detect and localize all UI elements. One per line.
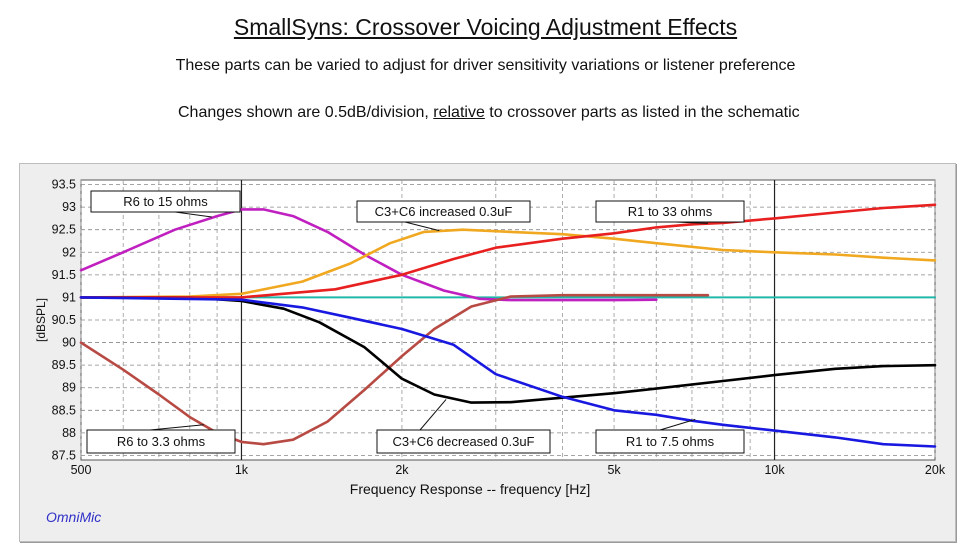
annotation-box [376,429,551,454]
annotation-label-R6_low: R6 to 3.3 ohms [117,434,206,449]
y-tick-label: 89 [62,381,76,395]
scale-note: Changes shown are 0.5dB/division, relati… [178,104,800,122]
annotation-leader [174,211,212,218]
series-line-R6_low [79,293,710,446]
scale-note-before: Changes shown are 0.5dB/division, [178,104,434,121]
annotation-box [90,190,241,213]
y-tick-label: 90.5 [52,313,76,327]
annotation-leader [149,424,204,431]
annotation-leader [659,418,696,431]
series-line-C_up [79,228,937,299]
series-line-R1_high [79,203,937,299]
x-tick-label: 500 [71,463,92,477]
y-tick-label: 90 [62,336,76,350]
annotation-leader [404,221,440,232]
scale-note-emphasis: relative [433,104,485,121]
x-tick-label: 20k [925,463,946,477]
x-tick-label: 2k [395,463,409,477]
annotation-box [595,200,745,223]
annotation-box [595,429,745,454]
y-tick-label: 92 [62,245,76,259]
series-line-C_down [79,296,937,404]
y-tick-label: 93.5 [52,178,76,192]
y-tick-label: 91 [62,290,76,304]
annotation-label-C_down: C3+C6 decreased 0.3uF [392,434,534,449]
y-tick-label: 88.5 [52,403,76,417]
y-tick-label: 93 [62,200,76,214]
y-tick-label: 92.5 [52,223,76,237]
y-tick-label: 89.5 [52,358,76,372]
brand-label: OmniMic [46,509,102,525]
y-tick-label: 88 [62,426,76,440]
x-tick-label: 1k [235,463,249,477]
x-axis-label: Frequency Response -- frequency [Hz] [350,481,590,497]
series-line-R6_high [79,208,658,302]
annotation-leader [419,399,447,431]
annotation-box [356,200,531,223]
annotation-box [86,429,236,454]
y-tick-label: 91.5 [52,268,76,282]
y-axis-label: [dBSPL] [34,298,48,342]
page-title: SmallSyns: Crossover Voicing Adjustment … [233,14,738,40]
y-tick-label: 87.5 [52,448,76,462]
x-tick-label: 5k [607,463,621,477]
scale-note-after: to crossover parts as listed in the sche… [484,104,800,121]
series-line-R1_low [79,296,937,448]
annotation-label-C_up: C3+C6 increased 0.3uF [375,204,513,219]
annotation-label-R6_high: R6 to 15 ohms [123,194,208,209]
page-subtitle: These parts can be varied to adjust for … [175,57,796,74]
annotation-label-R1_high: R1 to 33 ohms [628,204,713,219]
annotation-label-R1_low: R1 to 7.5 ohms [626,434,715,449]
x-tick-label: 10k [764,463,785,477]
